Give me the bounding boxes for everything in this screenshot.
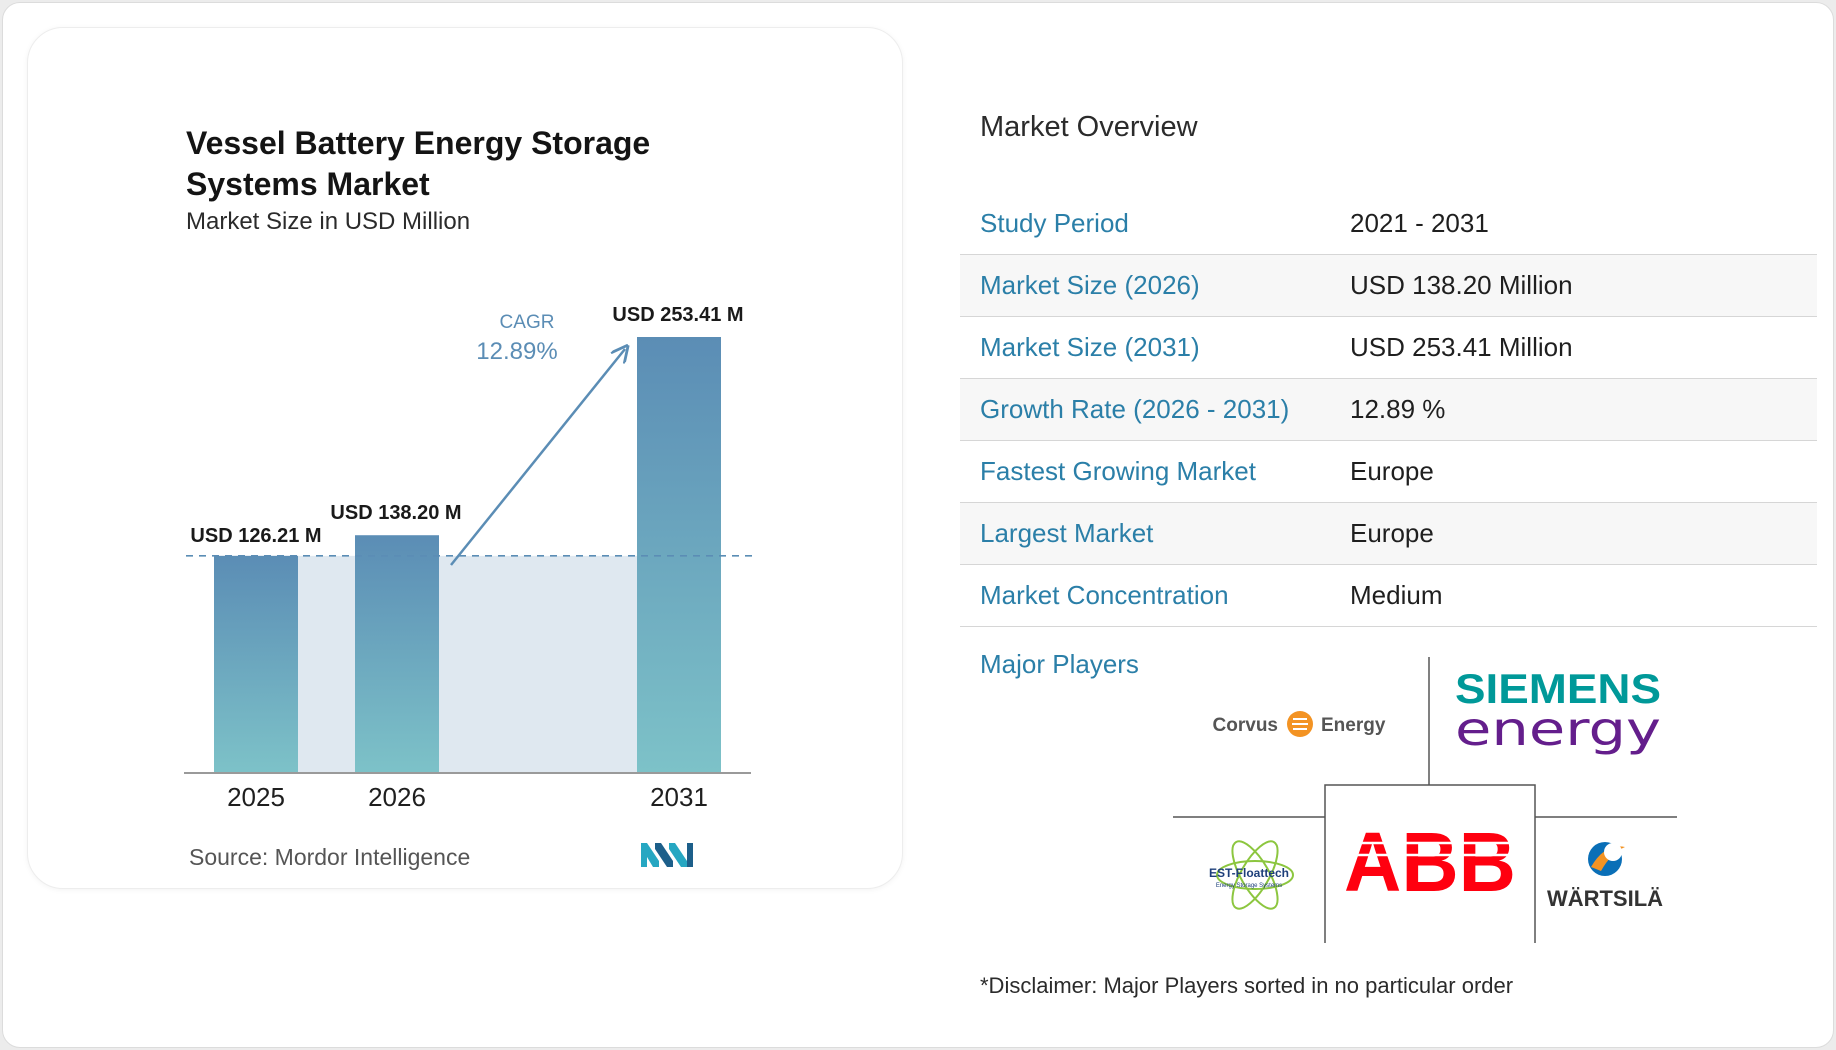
est-logo-text: EST-Floattech (1209, 866, 1289, 880)
overview-row-concentration: Market Concentration Medium (960, 564, 1817, 627)
overview-value: 12.89 % (1350, 378, 1817, 441)
x-tick-label: 2026 (368, 782, 426, 812)
bar-2031 (637, 337, 721, 773)
overview-row-market-size-2031: Market Size (2031) USD 253.41 Million (960, 316, 1817, 379)
overview-value: 2021 - 2031 (1350, 193, 1817, 255)
chart-subtitle: Market Size in USD Million (186, 208, 471, 235)
overview-value: Medium (1350, 564, 1817, 627)
overview-label: Market Size (2031) (960, 316, 1350, 379)
corvus-logo-text: Energy (1321, 715, 1386, 736)
corvus-energy-logo: Corvus Energy (1213, 711, 1386, 737)
cagr-value: 12.89% (476, 338, 557, 365)
data-label: USD 138.20 M (330, 502, 461, 524)
overview-value: USD 253.41 Million (1350, 316, 1817, 379)
cagr-arrow (450, 349, 625, 566)
overview-label: Market Size (2026) (960, 254, 1350, 317)
overview-row-market-size-2026: Market Size (2026) USD 138.20 Million (960, 254, 1817, 317)
siemens-energy-logo: SIEMENS energy (1455, 665, 1661, 756)
abb-logo-text: ABB (1344, 815, 1516, 909)
bar-2026 (355, 535, 439, 773)
bar-2025 (214, 555, 298, 773)
overview-label: Study Period (960, 193, 1350, 255)
atom-orbit-icon (1231, 840, 1279, 910)
wartsila-logo-text: WÄRTSILÄ (1547, 886, 1663, 911)
abb-logo: ABB (1343, 815, 1517, 909)
market-overview-table: Study Period 2021 - 2031 Market Size (20… (960, 193, 1817, 627)
data-label: USD 126.21 M (190, 525, 321, 547)
player-divider (1324, 784, 1536, 943)
atom-orbit-icon (1231, 840, 1279, 910)
overview-value: USD 138.20 Million (1350, 254, 1817, 317)
overview-row-growth-rate: Growth Rate (2026 - 2031) 12.89 % (960, 378, 1817, 441)
x-tick-label: 2031 (650, 782, 708, 812)
overview-value: Europe (1350, 440, 1817, 503)
source-text: Source: Mordor Intelligence (189, 844, 471, 870)
overview-value: Europe (1350, 502, 1817, 565)
cagr-label: CAGR (500, 312, 555, 333)
data-label: USD 253.41 M (612, 304, 743, 326)
major-players-grid: Corvus Energy SIEMENS energy ABB EST-Flo… (1173, 657, 1677, 943)
siemens-logo-text: energy (1455, 702, 1661, 756)
atom-orbit-icon (1216, 860, 1294, 890)
overview-label: Fastest Growing Market (960, 440, 1350, 503)
overview-label: Largest Market (960, 502, 1350, 565)
overview-label: Market Concentration (960, 564, 1350, 627)
overview-row-study-period: Study Period 2021 - 2031 (960, 193, 1817, 255)
x-tick-label: 2025 (227, 782, 285, 812)
corvus-logo-text: Corvus (1213, 715, 1278, 736)
overview-row-fastest-growing: Fastest Growing Market Europe (960, 440, 1817, 503)
overview-row-largest-market: Largest Market Europe (960, 502, 1817, 565)
disclaimer-text: *Disclaimer: Major Players sorted in no … (980, 973, 1514, 998)
bar-chart: 2025 2026 2031 USD 126.21 M USD 138.20 M USD … (184, 304, 755, 812)
overview-label: Growth Rate (2026 - 2031) (960, 378, 1350, 441)
siemens-logo-text: SIEMENS (1455, 665, 1661, 712)
wartsila-logo: WÄRTSILÄ (1547, 842, 1663, 911)
est-floattech-logo: EST-Floattech Energy Storage Systems (1209, 840, 1294, 910)
major-players-label: Major Players (980, 649, 1139, 679)
est-logo-subtext: Energy Storage Systems (1216, 883, 1282, 889)
market-overview-title: Market Overview (980, 111, 1198, 143)
mordor-intelligence-logo (641, 843, 693, 867)
chart-title: Vessel Battery Energy Storage Systems Ma… (186, 125, 651, 202)
